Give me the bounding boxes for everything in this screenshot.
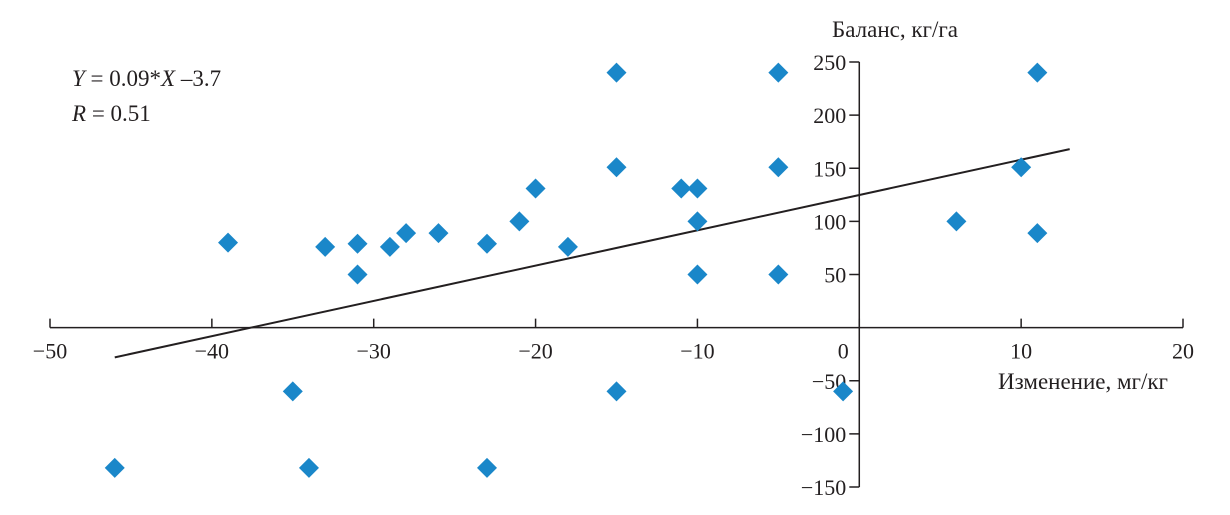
regression-equation: Y = 0.09*X –3.7	[72, 66, 221, 91]
data-point	[687, 178, 708, 199]
data-point	[768, 157, 789, 178]
data-point	[525, 178, 546, 199]
data-point	[347, 233, 368, 254]
trendline	[114, 148, 1070, 359]
data-point	[282, 381, 303, 402]
data-point	[509, 211, 530, 232]
data-point	[428, 223, 449, 244]
data-point	[687, 211, 708, 232]
data-point	[606, 157, 627, 178]
x-tick-label: −10	[680, 339, 714, 364]
x-tick-label: −50	[33, 339, 67, 364]
y-tick-label: 200	[813, 103, 846, 128]
data-point	[606, 381, 627, 402]
data-point	[768, 62, 789, 83]
y-tick-label: −150	[801, 475, 846, 500]
data-point	[1027, 62, 1048, 83]
y-tick-label: 250	[813, 50, 846, 75]
data-point	[1011, 157, 1032, 178]
data-point	[477, 233, 498, 254]
data-point	[396, 223, 417, 244]
data-point	[379, 236, 400, 257]
data-point	[606, 62, 627, 83]
axes	[50, 62, 1183, 487]
x-tick-label: −40	[195, 339, 229, 364]
x-ticks: −50 −40 −30 −20 −10 0 10 20	[33, 318, 1194, 364]
x-tick-label: 20	[1172, 339, 1194, 364]
data-point	[768, 264, 789, 285]
y-tick-label: 50	[824, 263, 846, 288]
data-point	[315, 236, 336, 257]
data-point	[671, 178, 692, 199]
x-tick-label: 10	[1010, 339, 1032, 364]
data-point	[104, 457, 125, 478]
data-point	[557, 236, 578, 257]
data-point	[218, 232, 239, 253]
y-tick-label: 100	[813, 209, 846, 234]
data-point	[477, 457, 498, 478]
x-axis-title: Изменение, мг/кг	[998, 369, 1168, 394]
data-point	[687, 264, 708, 285]
data-point	[946, 211, 967, 232]
x-tick-label: −20	[518, 339, 552, 364]
y-axis-title: Баланс, кг/га	[832, 17, 958, 42]
data-point	[1027, 223, 1048, 244]
r-value: R = 0.51	[71, 101, 151, 126]
data-point	[833, 381, 854, 402]
x-tick-label: 0	[838, 339, 849, 364]
y-tick-label: −100	[801, 422, 846, 447]
x-tick-label: −30	[357, 339, 391, 364]
y-tick-label: 150	[813, 156, 846, 181]
data-point	[298, 457, 319, 478]
data-points	[104, 62, 1048, 478]
data-point	[347, 264, 368, 285]
